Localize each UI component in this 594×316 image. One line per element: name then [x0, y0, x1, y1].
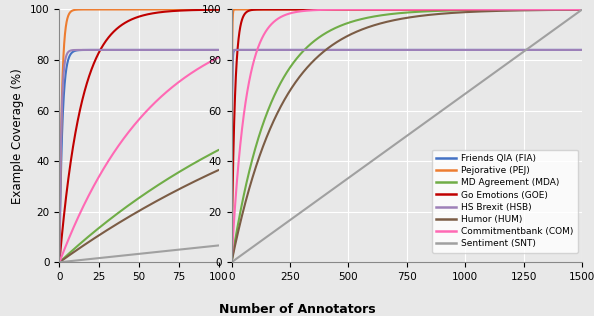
Text: Number of Annotators: Number of Annotators — [219, 303, 375, 316]
Legend: Friends QIA (FIA), Pejorative (PEJ), MD Agreement (MDA), Go Emotions (GOE), HS B: Friends QIA (FIA), Pejorative (PEJ), MD … — [432, 149, 577, 253]
Y-axis label: Example Coverage (%): Example Coverage (%) — [11, 68, 24, 204]
